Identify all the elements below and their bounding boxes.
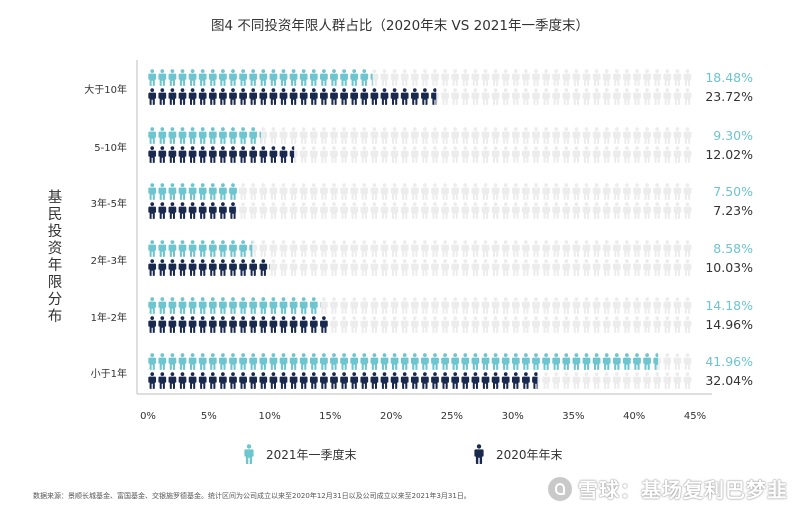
value-label-2020-1: 12.02% [705,147,753,162]
value-label-2021q1-5: 41.96% [705,354,753,369]
value-label-2020-4: 14.96% [705,317,753,332]
legend: 2021年一季度末 2020年年末 [0,444,800,468]
legend-label-2020: 2020年年末 [496,447,563,462]
x-tick-label: 40% [623,411,645,422]
value-label-layer: 18.48% 23.72% 9.30% 12.02% 7.50% 7.23% 8.58% 10… [705,70,753,388]
bar-2020-5 [148,372,538,389]
value-label-2021q1-0: 18.48% [705,70,753,85]
watermark-text: 雪球：基场复利巴梦韭 [578,478,788,502]
legend-person-icon-2021q1 [244,444,254,464]
source-footnote: 数据来源：景顺长城基金、富国基金、交银施罗德基金。统计区间为公司成立以来至202… [33,492,471,500]
chart-title: 图4 不同投资年限人群占比（2020年末 VS 2021年一季度末） [211,18,589,34]
bar-2021q1-5 [148,353,658,370]
category-label-5: 小于1年 [91,367,127,380]
value-label-2020-3: 10.03% [705,260,753,275]
category-label-4: 1年-2年 [91,311,127,324]
bar-2020-3 [148,259,270,276]
legend-item-2020: 2020年年末 [474,444,563,464]
value-label-2020-0: 23.72% [705,89,753,104]
value-label-2021q1-4: 14.18% [705,298,753,313]
data-mark-layer [148,69,658,389]
bar-2020-0 [148,88,437,105]
category-label-2: 3年-5年 [91,197,127,210]
bar-2021q1-1 [148,127,261,144]
category-label-1: 5-10年 [94,141,127,154]
x-tick-label: 20% [380,411,402,422]
value-label-2020-5: 32.04% [705,373,753,388]
category-label-0: 大于10年 [84,83,127,96]
x-tick-label: 25% [441,411,463,422]
x-tick-label: 15% [319,411,341,422]
bar-2021q1-0 [148,69,373,86]
bar-2021q1-3 [148,240,253,257]
value-label-2020-2: 7.23% [713,203,753,218]
bar-2021q1-4 [148,297,321,314]
value-label-2021q1-1: 9.30% [713,128,753,143]
legend-person-icon-2020 [474,444,484,464]
y-axis-label: 基民投资年限分布 [47,190,63,325]
bar-2020-1 [148,146,295,163]
category-label-3: 2年-3年 [91,254,127,267]
snowball-logo-icon [548,476,572,501]
legend-label-2021q1: 2021年一季度末 [266,447,357,462]
bar-2020-2 [148,202,236,219]
x-tick-label: 30% [502,411,524,422]
x-tick-label: 45% [684,411,706,422]
legend-item-2021q1: 2021年一季度末 [244,444,357,464]
value-label-2021q1-3: 8.58% [713,241,753,256]
x-tick-label: 35% [562,411,584,422]
x-tick-label: 10% [258,411,280,422]
bar-2020-4 [148,316,328,333]
background-icon-layer [148,69,692,389]
x-tick-label: 0% [140,411,156,422]
value-label-2021q1-2: 7.50% [713,184,753,199]
watermark: 雪球：基场复利巴梦韭 [548,474,788,503]
x-tick-label: 5% [201,411,217,422]
